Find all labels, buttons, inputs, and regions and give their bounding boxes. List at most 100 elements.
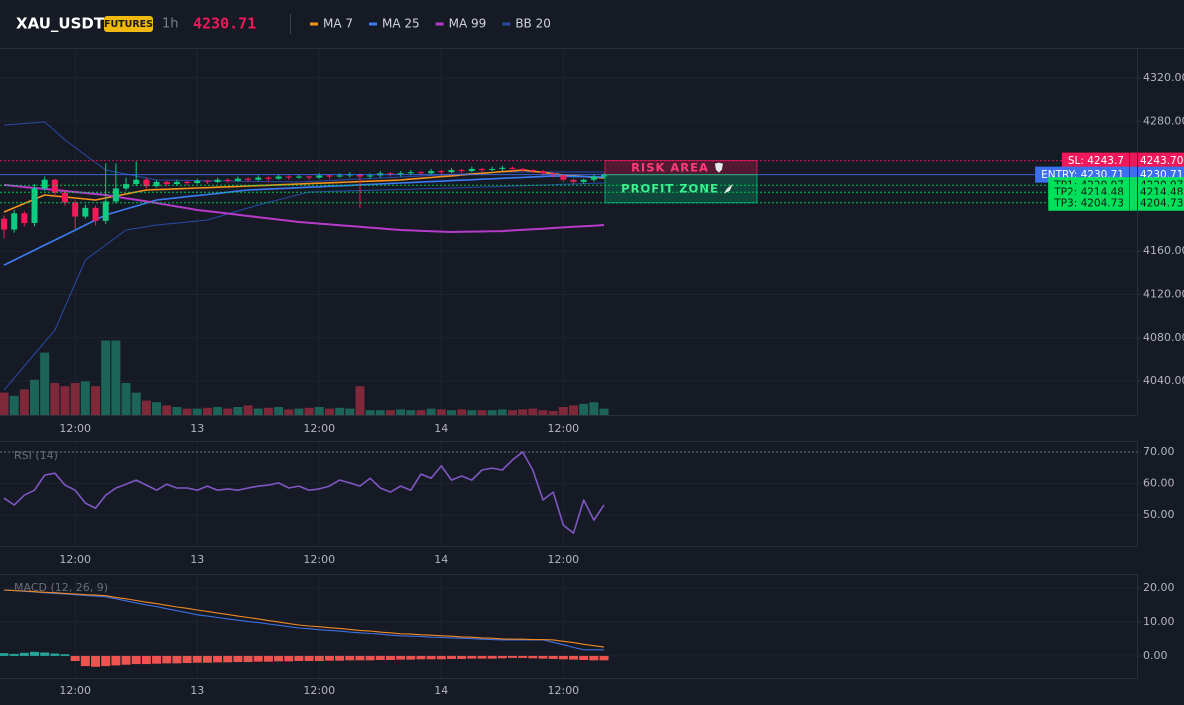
rocket-icon bbox=[723, 183, 733, 194]
candle-body bbox=[11, 213, 18, 230]
histogram-bar bbox=[70, 655, 80, 662]
level-name: TP3: 4204.73 bbox=[1053, 197, 1124, 209]
histogram-bar bbox=[548, 655, 558, 659]
x-tick-label: 13 bbox=[190, 422, 204, 435]
histogram-bar bbox=[192, 655, 202, 663]
volume-bar bbox=[508, 410, 517, 415]
legend-label: BB 20 bbox=[515, 17, 551, 31]
y-tick-label: 0.00 bbox=[1143, 649, 1168, 662]
x-tick-label: 12:00 bbox=[547, 684, 579, 697]
candle-body bbox=[601, 174, 608, 177]
candle-body bbox=[204, 180, 211, 182]
legend-label: MA 7 bbox=[323, 17, 353, 31]
candle-body bbox=[336, 175, 343, 177]
candle-body bbox=[51, 179, 58, 193]
level-value: 4204.73 bbox=[1140, 197, 1183, 209]
volume-bar bbox=[528, 408, 538, 415]
candle-body bbox=[295, 176, 302, 178]
x-tick-label: 13 bbox=[190, 553, 204, 566]
candle-body bbox=[387, 173, 394, 175]
volume-bar bbox=[19, 389, 29, 415]
volume-bar bbox=[558, 407, 568, 415]
histogram-bar bbox=[345, 655, 355, 661]
x-tick-label: 13 bbox=[190, 684, 204, 697]
candle-body bbox=[356, 174, 363, 177]
volume-bar bbox=[538, 410, 548, 415]
histogram-bar bbox=[457, 655, 467, 659]
histogram-bar bbox=[406, 655, 416, 660]
histogram-bar bbox=[569, 655, 579, 660]
grid-layer bbox=[0, 48, 1141, 678]
histogram-bar bbox=[528, 655, 538, 659]
volume-bar bbox=[182, 408, 192, 415]
volume-bar bbox=[192, 408, 202, 415]
candle-body bbox=[214, 179, 221, 182]
candle-body bbox=[570, 179, 577, 182]
candle-body bbox=[255, 177, 262, 180]
candle-body bbox=[194, 180, 201, 183]
histogram-bar bbox=[314, 655, 324, 662]
zone-label: RISK AREA bbox=[631, 161, 709, 175]
histogram-bar bbox=[467, 655, 477, 659]
candle-body bbox=[580, 179, 587, 182]
y-tick-label: 70.00 bbox=[1143, 445, 1175, 458]
x-tick-label: 12:00 bbox=[59, 684, 91, 697]
volume-bar bbox=[426, 408, 436, 415]
volume-bar bbox=[436, 409, 446, 415]
candle-body bbox=[275, 176, 282, 179]
volume-bar bbox=[274, 407, 284, 415]
histogram-bar bbox=[111, 655, 121, 666]
volume-bar bbox=[50, 383, 60, 415]
y-tick-label: 50.00 bbox=[1143, 508, 1175, 521]
y-tick-label: 60.00 bbox=[1143, 477, 1175, 490]
candle-body bbox=[112, 188, 119, 202]
candle-body bbox=[428, 171, 435, 174]
histogram-bar bbox=[365, 655, 375, 661]
y-tick-label: 4080.00 bbox=[1143, 331, 1184, 344]
volume-bar bbox=[172, 407, 182, 415]
y-tick-label: 4160.00 bbox=[1143, 244, 1184, 257]
volume-bar bbox=[569, 405, 579, 415]
histogram-bar bbox=[80, 655, 90, 667]
volume-bar bbox=[304, 407, 314, 415]
candle-body bbox=[21, 213, 28, 224]
volume-bar bbox=[406, 410, 416, 415]
histogram-bar bbox=[589, 655, 599, 661]
histogram-bar bbox=[385, 655, 395, 660]
volume-bar bbox=[477, 410, 487, 415]
histogram-bar bbox=[294, 655, 304, 662]
volume-bar bbox=[253, 408, 263, 415]
volume-bar bbox=[111, 340, 121, 415]
volume-bar bbox=[202, 407, 212, 415]
y-tick-label: 4280.00 bbox=[1143, 114, 1184, 127]
macd-line bbox=[3, 589, 605, 648]
volume-bar bbox=[324, 408, 334, 415]
histogram-bar bbox=[599, 655, 609, 661]
histogram-bar bbox=[223, 655, 233, 663]
level-value: 4243.70 bbox=[1140, 155, 1183, 167]
data-layer bbox=[1, 121, 608, 391]
candle-body bbox=[417, 172, 424, 174]
histogram-bar bbox=[538, 655, 548, 659]
histogram-bar bbox=[233, 655, 243, 663]
histogram-bar bbox=[213, 655, 223, 663]
volume-bar bbox=[355, 386, 365, 415]
volume-bar bbox=[243, 405, 253, 415]
symbol: XAU_USDT bbox=[16, 15, 105, 33]
histogram-bar bbox=[497, 655, 507, 659]
macd-title: MACD (12, 26, 9) bbox=[14, 581, 108, 594]
histogram-bar bbox=[50, 653, 60, 656]
candle-body bbox=[448, 170, 455, 173]
level-name: SL: 4243.7 bbox=[1068, 155, 1124, 167]
histogram-bar bbox=[274, 655, 284, 662]
candle-body bbox=[468, 168, 475, 172]
candle-body bbox=[509, 167, 516, 169]
y-tick-label: 4040.00 bbox=[1143, 374, 1184, 387]
histogram-bar bbox=[243, 655, 253, 663]
x-tick-label: 12:00 bbox=[59, 553, 91, 566]
histogram-bar bbox=[487, 655, 497, 659]
volume-bar bbox=[131, 392, 141, 415]
